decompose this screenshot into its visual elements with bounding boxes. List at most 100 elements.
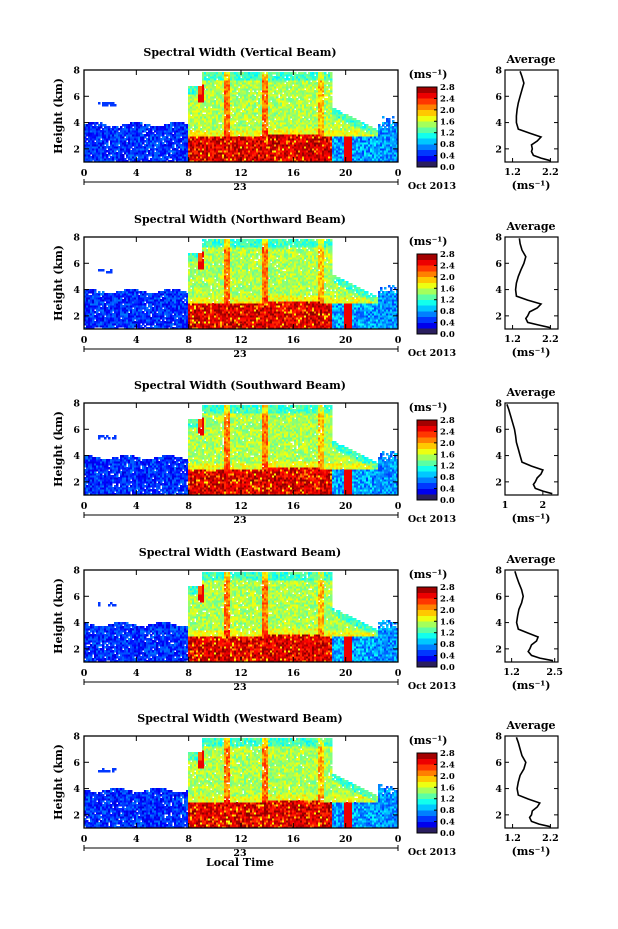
heatmap-cell [318, 138, 320, 140]
heatmap-cell [90, 134, 92, 136]
heatmap-cell [284, 154, 286, 156]
heatmap-cell [368, 148, 370, 150]
heatmap-cell [256, 104, 258, 106]
heatmap-cell [180, 154, 182, 156]
heatmap-cell [288, 82, 290, 84]
heatmap-cell [282, 150, 284, 152]
heatmap-cell [238, 136, 240, 138]
heatmap-cell [300, 116, 302, 118]
heatmap-cell [310, 158, 312, 160]
heatmap-cell [254, 110, 256, 112]
heatmap-cell [96, 311, 98, 313]
heatmap-cell [330, 104, 332, 106]
heatmap-cell [248, 86, 250, 88]
heatmap-cell [318, 154, 320, 156]
heatmap-cell [260, 158, 262, 160]
heatmap-cell [284, 96, 286, 98]
heatmap-cell [148, 134, 150, 136]
heatmap-cell [286, 132, 288, 134]
heatmap-cell [276, 100, 278, 102]
heatmap-cell [114, 150, 116, 152]
heatmap-cell [144, 154, 146, 156]
heatmap-cell [208, 136, 210, 138]
heatmap-cell [220, 154, 222, 156]
heatmap-cell [360, 142, 362, 144]
heatmap-cell [94, 299, 96, 301]
heatmap-cell [224, 132, 226, 134]
heatmap-cell [196, 90, 198, 92]
heatmap-cell [270, 156, 272, 158]
heatmap-cell [130, 156, 132, 158]
heatmap-cell [278, 104, 280, 106]
heatmap-cell [312, 130, 314, 132]
heatmap-cell [94, 323, 96, 325]
heatmap-cell [312, 76, 314, 78]
heatmap-cell [320, 112, 322, 114]
heatmap-cell [298, 146, 300, 148]
heatmap-cell [218, 118, 220, 120]
heatmap-cell [292, 148, 294, 150]
heatmap-cell [312, 112, 314, 114]
heatmap-cell [304, 78, 306, 80]
heatmap-cell [100, 124, 102, 126]
heatmap-cell [222, 98, 224, 100]
heatmap-cell [268, 154, 270, 156]
heatmap-cell [220, 150, 222, 152]
heatmap-cell [250, 148, 252, 150]
heatmap-cell [302, 154, 304, 156]
heatmap-cell [288, 146, 290, 148]
heatmap-cell [252, 92, 254, 94]
heatmap-cell [330, 130, 332, 132]
heatmap-cell [114, 134, 116, 136]
heatmap-cell [346, 158, 348, 160]
heatmap-cell [258, 106, 260, 108]
heatmap-cell [274, 110, 276, 112]
heatmap-cell [350, 140, 352, 142]
heatmap-cell [152, 142, 154, 144]
heatmap-cell [278, 144, 280, 146]
heatmap-cell [130, 132, 132, 134]
heatmap-cell [210, 150, 212, 152]
heatmap-cell [234, 110, 236, 112]
heatmap-cell [252, 82, 254, 84]
heatmap-cell [270, 82, 272, 84]
heatmap-cell [158, 158, 160, 160]
heatmap-cell [104, 317, 106, 319]
heatmap-cell [230, 92, 232, 94]
heatmap-cell [154, 154, 156, 156]
heatmap-cell [312, 124, 314, 126]
heatmap-cell [362, 136, 364, 138]
heatmap-cell [234, 142, 236, 144]
heatmap-cell [316, 82, 318, 84]
heatmap-cell [286, 102, 288, 104]
heatmap-cell [292, 130, 294, 132]
heatmap-cell [224, 96, 226, 98]
heatmap-cell [370, 152, 372, 154]
heatmap-cell [360, 146, 362, 148]
heatmap-cell [192, 124, 194, 126]
heatmap-cell [92, 152, 94, 154]
heatmap-cell [300, 86, 302, 88]
heatmap-cell [298, 130, 300, 132]
heatmap-cell [232, 158, 234, 160]
heatmap-cell [246, 80, 248, 82]
heatmap-cell [244, 150, 246, 152]
heatmap-cell [94, 311, 96, 313]
heatmap-cell [344, 138, 346, 140]
heatmap-cell [90, 315, 92, 317]
heatmap-cell [292, 80, 294, 82]
heatmap-cell [236, 156, 238, 158]
heatmap-cell [364, 124, 366, 126]
heatmap-cell [314, 108, 316, 110]
heatmap-cell [374, 132, 376, 134]
heatmap-cell [222, 80, 224, 82]
heatmap-cell [140, 158, 142, 160]
heatmap-cell [326, 124, 328, 126]
heatmap-cell [248, 134, 250, 136]
heatmap-cell [152, 154, 154, 156]
heatmap-cell [194, 148, 196, 150]
heatmap-cell [252, 150, 254, 152]
heatmap-cell [92, 154, 94, 156]
heatmap-cell [218, 126, 220, 128]
heatmap-cell [144, 158, 146, 160]
